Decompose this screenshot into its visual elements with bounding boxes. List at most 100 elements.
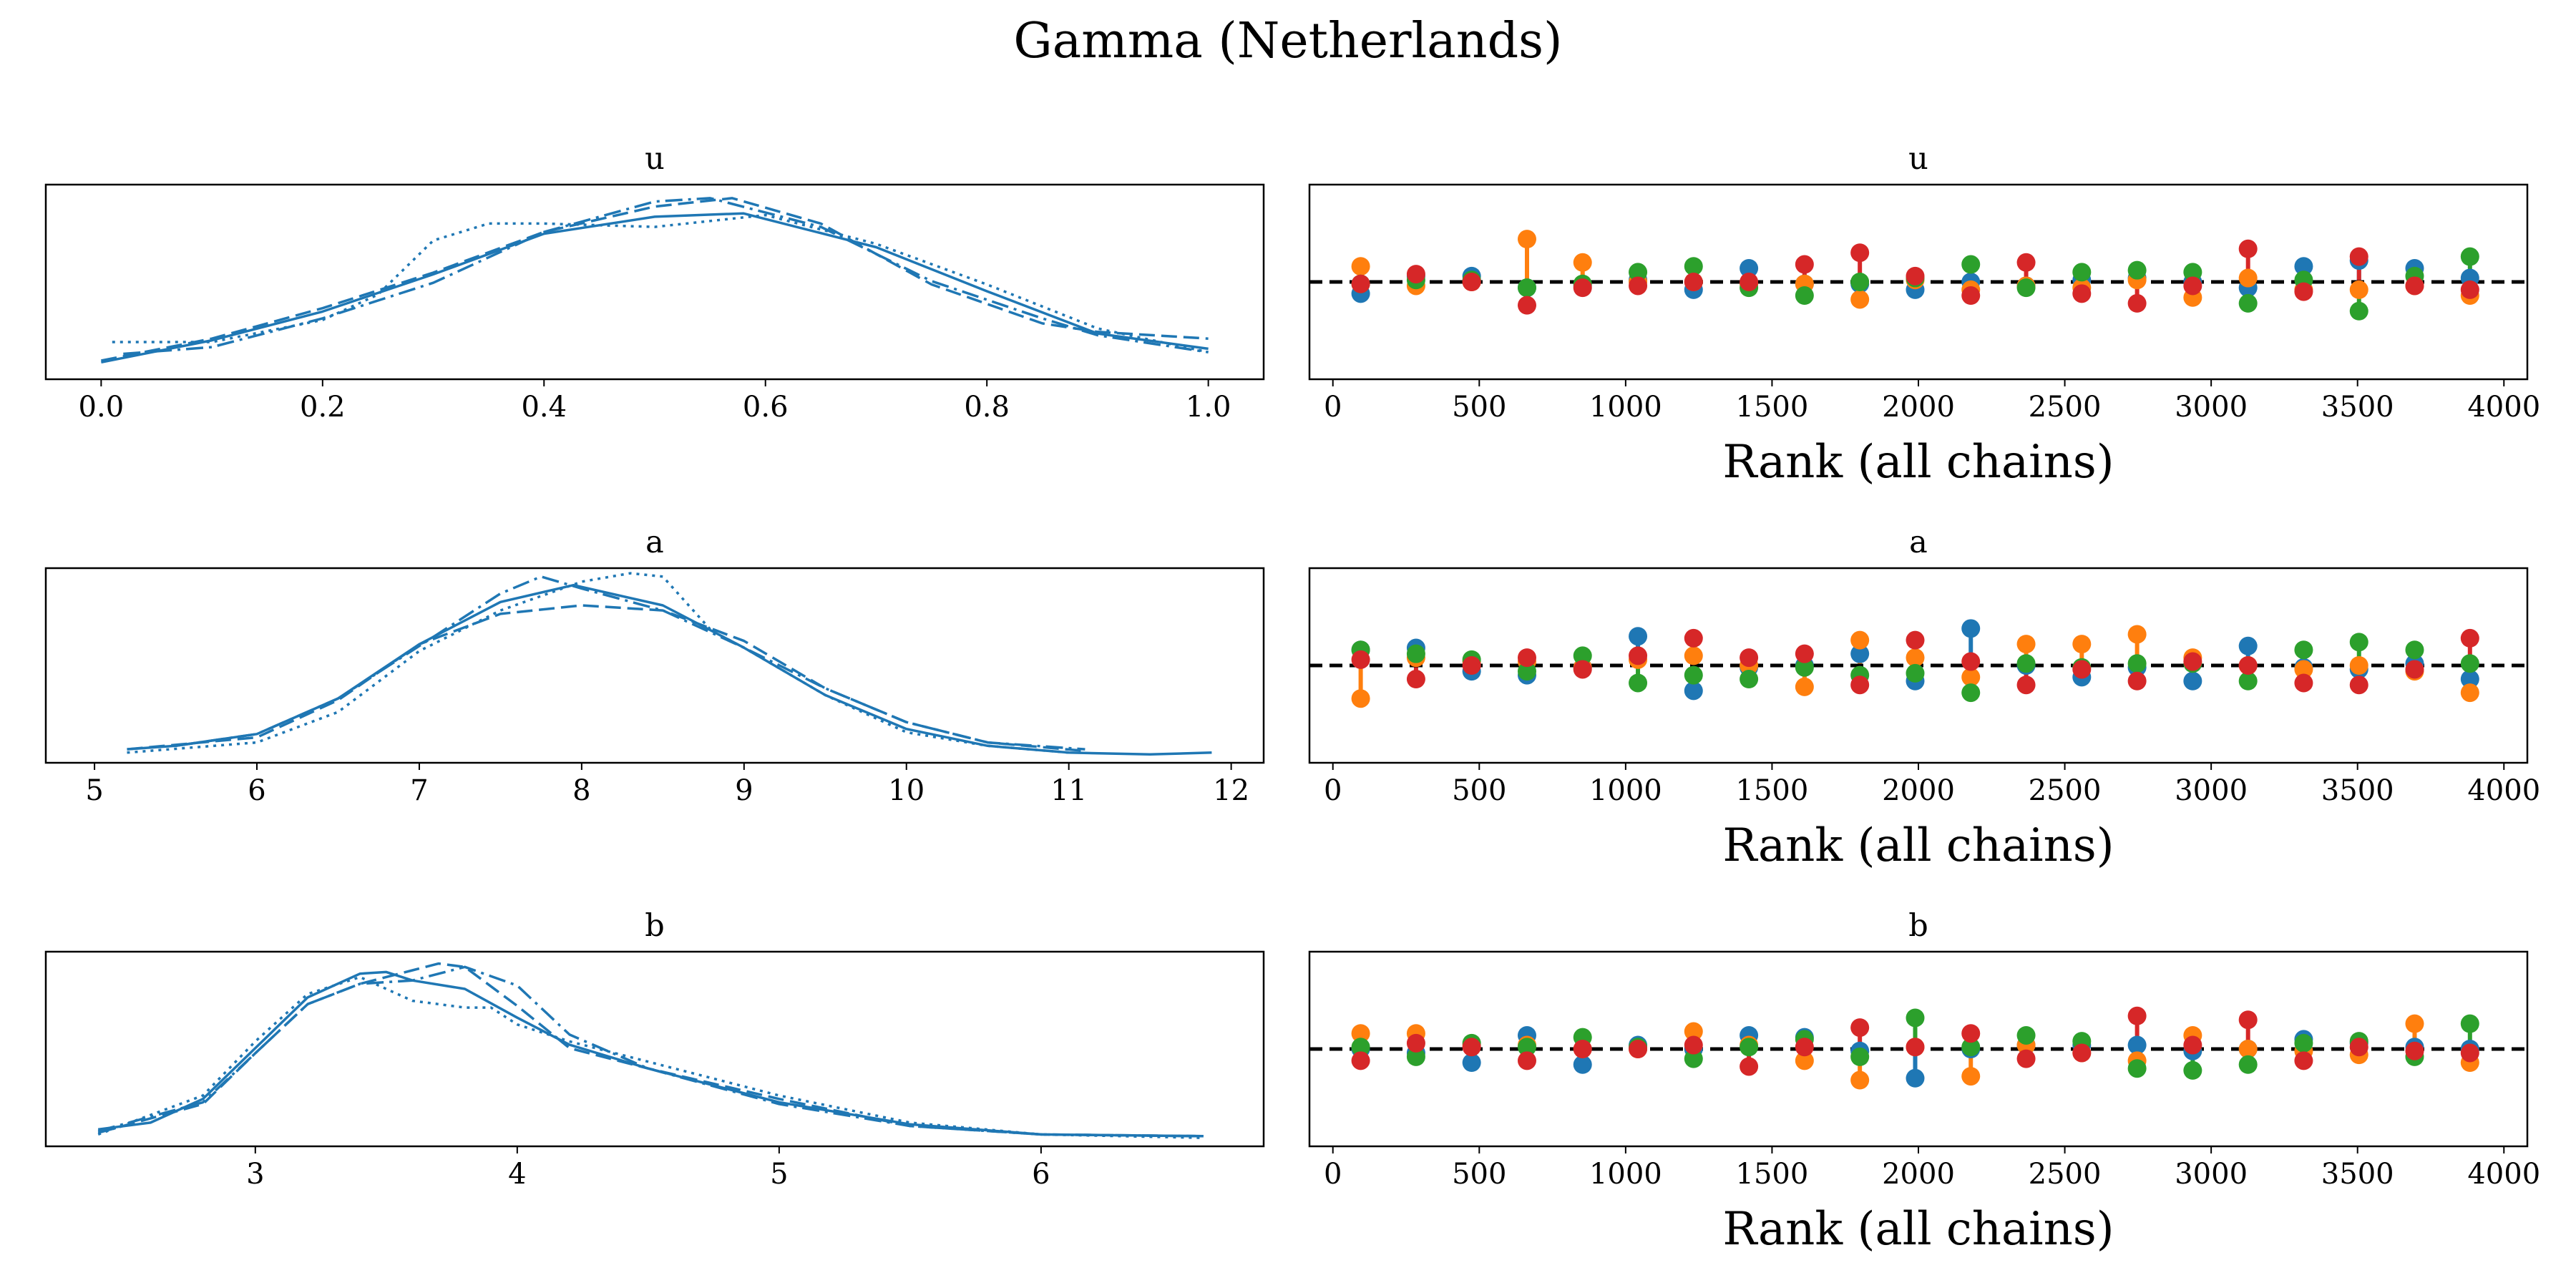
rank-point-chain-2 [2460, 1014, 2479, 1033]
density-line-dashed [127, 604, 1085, 753]
rank-point-chain-2 [2349, 633, 2368, 652]
figure-title: Gamma (Netherlands) [1013, 13, 1562, 69]
rank-point-chain-3 [2294, 282, 2313, 301]
rank-point-chain-3 [1850, 1018, 1870, 1038]
rank-point-chain-3 [1351, 274, 1370, 293]
rank-point-chain-3 [2460, 628, 2479, 648]
density-line-dashdot [97, 965, 1204, 1138]
rank-point-chain-2 [2294, 1033, 2313, 1053]
rank-point-chain-1 [2294, 660, 2313, 679]
x-tick-label: 0.0 [79, 391, 125, 424]
rank-point-chain-3 [1351, 650, 1370, 669]
rank-point-chain-2 [1406, 1047, 1425, 1066]
rank-point-chain-2 [2183, 263, 2202, 282]
x-tick-label: 2500 [2029, 774, 2102, 807]
rank-point-chain-0 [1573, 1055, 1592, 1074]
density-line-dashed [101, 197, 1209, 362]
x-tick-label: 1000 [1589, 1158, 1662, 1191]
rank-point-chain-3 [2349, 675, 2368, 695]
rank-point-chain-3 [1462, 656, 1481, 675]
rank-point-chain-2 [1850, 1047, 1870, 1066]
rank-point-chain-3 [1517, 1051, 1536, 1070]
rank-point-chain-1 [1850, 630, 1870, 650]
x-tick-label: 4000 [2467, 391, 2540, 424]
x-tick-label: 0.6 [743, 391, 789, 424]
rank-point-chain-3 [2405, 660, 2424, 679]
x-tick-label: 500 [1452, 1158, 1506, 1191]
rank-point-chain-3 [2405, 276, 2424, 296]
rank-point-chain-2 [2127, 654, 2147, 673]
rank-point-chain-0 [1906, 1068, 1925, 1088]
rank-point-chain-3 [2460, 280, 2479, 299]
subplot-grid: u0.0 0.2 0.4 0.6 0.8 1.0u0 500 1000 1500 2000 2500… [44, 141, 2540, 1256]
x-tick-label: 500 [1452, 774, 1506, 807]
x-tick-label: 3000 [2175, 1158, 2248, 1191]
rank-point-chain-3 [1795, 255, 1814, 274]
rank-point-chain-3 [2072, 660, 2092, 679]
x-tick-label: 5 [770, 1158, 788, 1191]
rank-point-chain-3 [2016, 1049, 2036, 1068]
x-tick-label: 1.0 [1186, 391, 1231, 424]
rank-point-chain-2 [1795, 658, 1814, 677]
rank-point-chain-1 [1850, 1070, 1870, 1090]
x-tick-label: 3 [246, 1158, 264, 1191]
rank-point-chain-2 [1684, 665, 1703, 685]
rank-point-chain-2 [2238, 671, 2258, 691]
x-tick-label: 5 [85, 774, 103, 807]
rank-point-chain-3 [1684, 628, 1703, 648]
rank-point-chain-3 [1684, 273, 1703, 291]
rank-point-chain-2 [2127, 1059, 2147, 1078]
rank-point-chain-3 [1462, 273, 1481, 291]
x-tick-label: 0.8 [964, 391, 1010, 424]
rank-point-chain-3 [1906, 630, 1925, 650]
rank-point-chain-2 [1961, 683, 1981, 703]
x-tick-label: 3500 [2321, 391, 2394, 424]
x-tick-label: 0 [1324, 774, 1342, 807]
axes-frame [44, 567, 1265, 764]
rank-point-chain-1 [1795, 677, 1814, 696]
rank-point-chain-2 [2238, 1055, 2258, 1074]
x-tick-label: 1500 [1736, 774, 1809, 807]
density-line-solid [101, 212, 1209, 364]
rank-point-chain-1 [2072, 635, 2092, 654]
rank-point-chain-1 [2016, 635, 2036, 654]
subplot-4: a 0 500 1000 1500 2000 2500 3000 3500 4000 Rank (a… [1308, 525, 2540, 872]
x-tick-label: 1000 [1589, 774, 1662, 807]
rank-point-chain-3 [2183, 276, 2202, 296]
x-tick-label: 1500 [1736, 1158, 1809, 1191]
axes-frame [1308, 183, 2529, 381]
rank-point-chain-3 [1517, 296, 1536, 315]
rank-point-chain-3 [1573, 1040, 1592, 1058]
density-line-dashed [97, 962, 1204, 1138]
rank-point-chain-0 [2127, 1035, 2147, 1055]
panel-title: b [645, 908, 665, 944]
rank-point-chain-2 [2072, 263, 2092, 282]
x-tick-label: 12 [1213, 774, 1249, 807]
axes-frame [44, 183, 1265, 381]
rank-point-chain-2 [2294, 640, 2313, 660]
panel-title: u [645, 141, 665, 177]
x-tick-label: 3000 [2175, 774, 2248, 807]
rank-point-chain-0 [1629, 627, 1648, 646]
x-tick-label: 4000 [2467, 774, 2540, 807]
density-line-dashdot [175, 575, 1085, 751]
rank-point-chain-2 [1740, 670, 1759, 689]
rank-point-chain-3 [1740, 273, 1759, 291]
rank-point-chain-1 [1351, 689, 1370, 708]
axes-frame [1308, 950, 2529, 1148]
rank-point-chain-1 [1517, 230, 1536, 249]
rank-point-chain-3 [1961, 652, 1981, 671]
rank-point-chain-1 [2349, 656, 2368, 675]
rank-point-chain-0 [1850, 644, 1870, 663]
rank-point-chain-1 [2238, 268, 2258, 288]
x-tick-label: 4000 [2467, 1158, 2540, 1191]
rank-point-chain-3 [1795, 1038, 1814, 1057]
rank-point-chain-3 [1573, 278, 1592, 298]
rank-point-chain-3 [1406, 670, 1425, 689]
rank-point-chain-2 [1684, 1049, 1703, 1068]
rank-point-chain-3 [2238, 239, 2258, 258]
rank-point-chain-2 [1961, 255, 1981, 274]
rank-point-chain-3 [2016, 675, 2036, 695]
rank-point-chain-3 [2294, 1051, 2313, 1070]
